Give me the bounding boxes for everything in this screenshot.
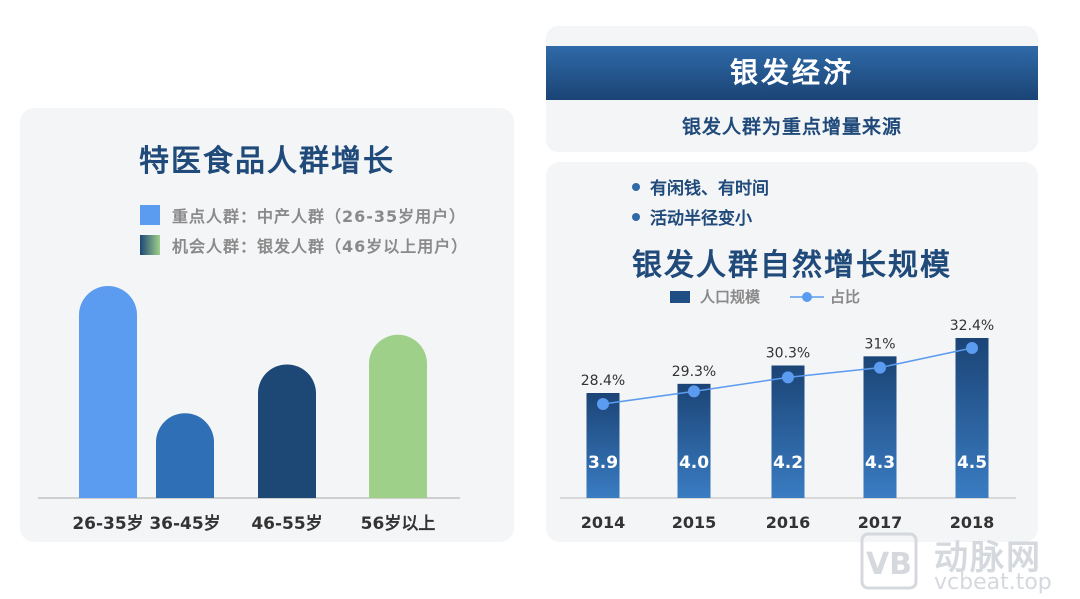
share-label: 28.4% [581, 373, 625, 389]
bar-value-label: 4.0 [679, 453, 709, 473]
x-tick-label: 2014 [581, 513, 626, 532]
legend-label-opportunity-group: 机会人群：银发人群（46岁以上用户） [172, 237, 469, 256]
header-title: 银发经济 [546, 46, 1038, 100]
watermark-cn: 动脉网 [934, 538, 1042, 578]
legend-bar-swatch [670, 290, 690, 303]
bar-2014 [586, 393, 620, 498]
x-tick-label: 36-45岁 [149, 513, 220, 534]
share-point [966, 342, 978, 354]
bar-36-45岁 [156, 413, 214, 498]
share-label: 31% [864, 336, 895, 352]
legend-swatch-gradient [140, 235, 160, 255]
bar-value-label: 4.5 [957, 453, 987, 473]
bar-value-label: 4.3 [865, 453, 895, 473]
share-label: 32.4% [950, 318, 994, 334]
bar-2018 [955, 338, 989, 498]
x-tick-label: 56岁以上 [361, 513, 436, 534]
right-combo-chart: 3.9 2014 4.0 2015 4.2 2016 4.3 2017 4.5 2018 28.4%… [560, 318, 1016, 532]
bar-2015 [677, 383, 711, 498]
x-tick-label: 2018 [950, 513, 995, 532]
bullet-text: 有闲钱、有时间 [650, 179, 769, 199]
share-point [874, 361, 886, 374]
legend-item-population: 人口规模 [670, 286, 760, 307]
legend-label-key-group: 重点人群：中产人群（26-35岁用户） [172, 207, 467, 226]
x-tick-label: 26-35岁 [72, 513, 143, 534]
legend-item-opportunity-group: 机会人群：银发人群（46岁以上用户） [140, 234, 468, 256]
x-tick-label: 46-55岁 [251, 513, 322, 534]
share-point [688, 385, 700, 398]
bar-value-label: 4.2 [773, 453, 803, 473]
right-chart-panel: 有闲钱、有时间 活动半径变小 银发人群自然增长规模 人口规模 占比 3.9 201… [546, 162, 1038, 542]
bar-2017 [863, 356, 897, 498]
x-tick-label: 2016 [766, 513, 811, 532]
legend-label-share: 占比 [830, 288, 861, 306]
x-tick-label: 2017 [858, 513, 903, 532]
vb-logo-icon: VB [860, 532, 918, 590]
bullet-item: 活动半径变小 [632, 204, 752, 229]
left-bar-chart: 26-35岁 36-45岁 46-55岁 56岁以上 [38, 286, 460, 534]
bullet-text: 活动半径变小 [650, 209, 752, 229]
svg-text:VB: VB [866, 547, 912, 582]
header-band: 银发经济 银发人群为重点增量来源 [546, 26, 1038, 152]
bullet-dot-icon [632, 182, 640, 191]
bullet-dot-icon [632, 212, 640, 221]
legend-label-population: 人口规模 [700, 288, 761, 306]
bar-2016 [771, 365, 805, 498]
watermark-en: vcbeat.top [934, 570, 1052, 595]
legend-swatch-blue [140, 205, 160, 225]
share-label: 29.3% [672, 364, 716, 380]
share-label: 30.3% [766, 346, 810, 362]
bar-value-label: 3.9 [588, 453, 618, 473]
legend-item-key-group: 重点人群：中产人群（26-35岁用户） [140, 204, 466, 226]
legend-item-share: 占比 [790, 286, 860, 307]
right-chart-title: 银发人群自然增长规模 [632, 248, 952, 283]
bar-46-55岁 [258, 364, 316, 498]
legend-line-swatch [790, 291, 824, 302]
watermark: VB 动脉网 vcbeat.top [860, 530, 1080, 599]
header-subtitle: 银发人群为重点增量来源 [681, 116, 902, 138]
bar-26-35岁 [79, 286, 137, 498]
bar-56岁以上 [369, 334, 427, 498]
share-point [782, 371, 794, 384]
left-chart-title: 特医食品人群增长 [139, 144, 395, 179]
left-chart-panel: 特医食品人群增长 重点人群：中产人群（26-35岁用户） 机会人群：银发人群（4… [20, 108, 514, 542]
share-point [597, 398, 609, 410]
x-tick-label: 2015 [672, 513, 717, 532]
bullet-item: 有闲钱、有时间 [632, 174, 769, 199]
